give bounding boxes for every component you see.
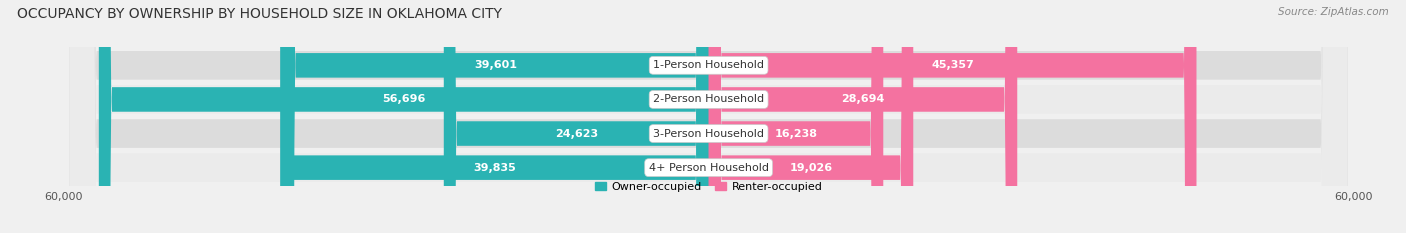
Text: 2-Person Household: 2-Person Household: [652, 94, 765, 104]
FancyBboxPatch shape: [280, 0, 709, 233]
Text: 45,357: 45,357: [931, 60, 974, 70]
Text: Source: ZipAtlas.com: Source: ZipAtlas.com: [1278, 7, 1389, 17]
Text: 3-Person Household: 3-Person Household: [654, 129, 763, 139]
FancyBboxPatch shape: [709, 0, 883, 233]
Text: 39,835: 39,835: [472, 163, 516, 173]
FancyBboxPatch shape: [98, 0, 709, 233]
FancyBboxPatch shape: [70, 0, 1347, 233]
FancyBboxPatch shape: [70, 0, 1347, 233]
Text: OCCUPANCY BY OWNERSHIP BY HOUSEHOLD SIZE IN OKLAHOMA CITY: OCCUPANCY BY OWNERSHIP BY HOUSEHOLD SIZE…: [17, 7, 502, 21]
Text: 4+ Person Household: 4+ Person Household: [648, 163, 769, 173]
Text: 16,238: 16,238: [775, 129, 817, 139]
FancyBboxPatch shape: [444, 0, 709, 233]
FancyBboxPatch shape: [709, 0, 914, 233]
FancyBboxPatch shape: [70, 0, 1347, 233]
Legend: Owner-occupied, Renter-occupied: Owner-occupied, Renter-occupied: [595, 182, 823, 192]
Text: 56,696: 56,696: [382, 94, 426, 104]
Text: 19,026: 19,026: [789, 163, 832, 173]
Text: 24,623: 24,623: [554, 129, 598, 139]
FancyBboxPatch shape: [709, 0, 1018, 233]
FancyBboxPatch shape: [709, 0, 1197, 233]
FancyBboxPatch shape: [283, 0, 709, 233]
Text: 39,601: 39,601: [474, 60, 517, 70]
Text: 1-Person Household: 1-Person Household: [654, 60, 763, 70]
Text: 28,694: 28,694: [841, 94, 884, 104]
FancyBboxPatch shape: [70, 0, 1347, 233]
